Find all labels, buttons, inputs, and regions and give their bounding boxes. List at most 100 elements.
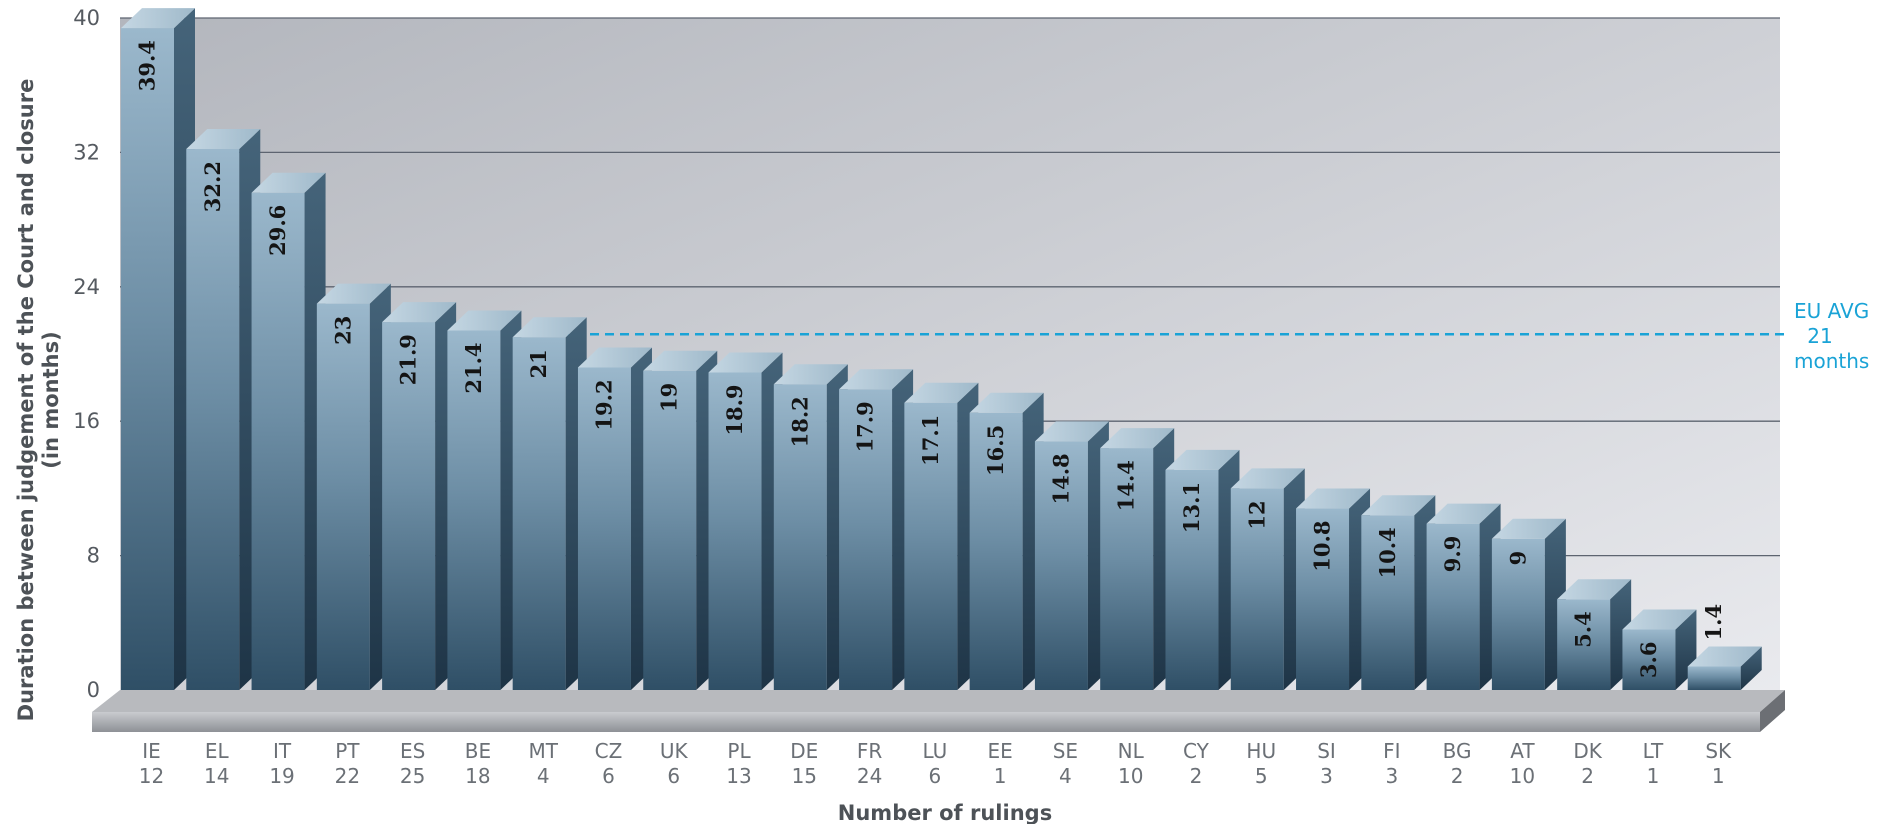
x-category-label: IE — [142, 739, 161, 763]
x-category-label: PL — [727, 739, 751, 763]
floor-front — [92, 712, 1760, 732]
x-rulings-count: 22 — [335, 764, 360, 788]
x-category-label: BE — [465, 739, 491, 763]
x-rulings-count: 14 — [204, 764, 229, 788]
bar-front — [839, 389, 893, 690]
bar-front — [186, 149, 240, 691]
bar-top — [969, 392, 1044, 413]
bar-top — [1230, 468, 1305, 489]
bar-value-label: 17.9 — [853, 401, 878, 452]
x-rulings-count: 2 — [1451, 764, 1464, 788]
eu-average-unit: months — [1794, 349, 1869, 373]
bar-top — [1361, 495, 1436, 516]
bar-top — [1034, 421, 1109, 442]
bar-value-label: 1.4 — [1701, 604, 1726, 641]
x-category-label: LU — [922, 739, 947, 763]
bar-UK: 19 — [643, 350, 718, 690]
bar-front — [1165, 469, 1219, 690]
x-rulings-count: 3 — [1320, 764, 1333, 788]
x-rulings-count: 25 — [400, 764, 425, 788]
bar-value-label: 5.4 — [1571, 611, 1596, 648]
bar-HU: 12 — [1230, 468, 1305, 690]
bar-value-label: 12 — [1244, 500, 1269, 529]
bar-front — [382, 322, 436, 690]
y-tick-label: 8 — [87, 544, 100, 568]
bar-EL: 32.2 — [186, 129, 261, 691]
bar-top — [904, 382, 979, 403]
floor-side — [1760, 690, 1785, 732]
bar-CZ: 19.2 — [577, 347, 652, 690]
x-rulings-count: 5 — [1255, 764, 1268, 788]
bar-value-label: 9 — [1505, 551, 1530, 566]
bar-front — [512, 337, 566, 690]
x-category-label: CY — [1183, 739, 1210, 763]
x-rulings-count: 19 — [269, 764, 294, 788]
bar-IE: 39.4 — [121, 8, 195, 690]
bar-front — [1100, 448, 1154, 690]
y-axis-ticks: 0 8 16 24 32 40 — [73, 6, 100, 702]
bar-value-label: 32.2 — [200, 161, 225, 212]
bar-front — [643, 370, 697, 690]
x-rulings-count: 13 — [726, 764, 751, 788]
x-rulings-count: 6 — [667, 764, 680, 788]
bar-top — [447, 310, 522, 331]
bar-DE: 18.2 — [773, 364, 848, 690]
bar-value-label: 19 — [657, 383, 682, 412]
bar-ES: 21.9 — [382, 302, 457, 690]
x-rulings-count: 18 — [465, 764, 490, 788]
x-axis-categories: IE12EL14IT19PT22ES25BE18MT4CZ6UK6PL13DE1… — [139, 739, 1732, 788]
bar-BG: 9.9 — [1426, 503, 1501, 690]
x-category-label: FR — [857, 739, 883, 763]
bar-front — [447, 330, 501, 690]
bar-value-label: 17.1 — [918, 415, 943, 466]
y-tick-label: 40 — [73, 6, 100, 30]
x-category-label: DK — [1573, 739, 1602, 763]
x-rulings-count: 4 — [537, 764, 550, 788]
bar-front — [121, 28, 174, 690]
bar-front — [904, 402, 958, 690]
bar-value-label: 16.5 — [983, 425, 1008, 476]
x-category-label: UK — [660, 739, 689, 763]
x-rulings-count: 24 — [857, 764, 882, 788]
bar-value-label: 9.9 — [1440, 536, 1465, 573]
y-tick-label: 32 — [73, 140, 100, 164]
bar-top — [1426, 503, 1501, 524]
bar-LT: 3.6 — [1622, 609, 1697, 690]
x-rulings-count: 10 — [1510, 764, 1535, 788]
bar-PT: 23 — [316, 283, 391, 690]
bar-front — [773, 384, 827, 690]
bar-value-label: 10.8 — [1310, 521, 1335, 572]
bar-side — [1740, 646, 1762, 690]
bar-front — [251, 192, 305, 690]
bar-value-label: 23 — [330, 316, 355, 345]
bar-PL: 18.9 — [708, 352, 783, 690]
x-rulings-count: 3 — [1385, 764, 1398, 788]
x-rulings-count: 12 — [139, 764, 164, 788]
bar-top — [1296, 488, 1371, 509]
floor-top — [92, 690, 1785, 712]
bar-front — [1622, 629, 1676, 690]
x-rulings-count: 1 — [1647, 764, 1660, 788]
bar-top — [382, 302, 457, 323]
bar-front — [1557, 599, 1611, 690]
bar-top — [643, 350, 718, 371]
bar-SE: 14.8 — [1034, 421, 1109, 690]
x-category-label: EL — [205, 739, 230, 763]
bar-front — [1491, 538, 1545, 690]
x-rulings-count: 10 — [1118, 764, 1143, 788]
bar-value-label: 14.8 — [1048, 453, 1073, 504]
bar-top — [186, 129, 261, 150]
x-category-label: EE — [987, 739, 1012, 763]
bar-top — [1100, 428, 1175, 449]
bar-value-label: 21.9 — [396, 334, 421, 385]
x-rulings-count: 2 — [1190, 764, 1203, 788]
bar-value-label: 14.4 — [1114, 460, 1139, 511]
x-rulings-count: 2 — [1581, 764, 1594, 788]
bar-front — [577, 367, 631, 690]
x-rulings-count: 4 — [1059, 764, 1072, 788]
bars: 39.4 32.2 29.6 23 21.9 21.4 21 19.2 19 18.9 18.2 17… — [121, 8, 1762, 691]
x-category-label: SI — [1317, 739, 1336, 763]
bar-value-label: 29.6 — [265, 205, 290, 256]
bar-top — [773, 364, 848, 385]
